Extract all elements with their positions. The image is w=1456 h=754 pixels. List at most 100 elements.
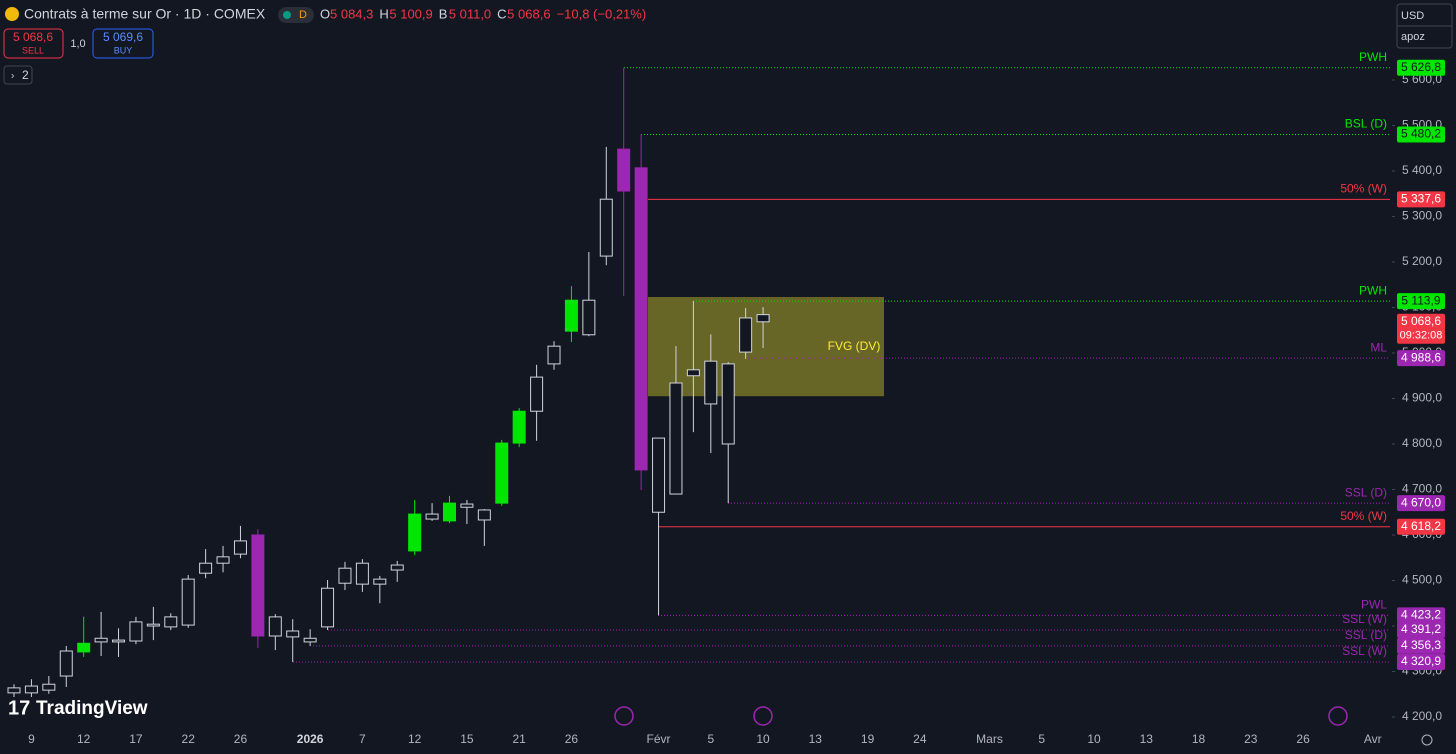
indicator-count: 2: [22, 68, 29, 82]
x-tick-label: 9: [28, 732, 35, 746]
candle-body: [94, 637, 108, 643]
event-icon[interactable]: [753, 706, 773, 726]
candle-body: [721, 363, 735, 445]
x-tick-label: 18: [1192, 732, 1206, 746]
price-tag-label: 4 391,2: [1401, 622, 1441, 636]
price-tag-label: 4 356,3: [1401, 638, 1441, 652]
candle-body: [146, 623, 160, 627]
price-tag-label: 5 480,2: [1401, 127, 1441, 141]
ohlc-value: 5 011,0: [449, 6, 491, 21]
y-tick-label: 5 400,0: [1402, 163, 1442, 177]
price-tag-label: 5 113,9: [1401, 293, 1440, 307]
buy-price: 5 069,6: [103, 30, 143, 44]
ohlc-value: 5 084,3: [330, 6, 373, 21]
price-tag: [1397, 607, 1445, 624]
toggle-arrow: ›: [11, 71, 14, 82]
candle-body: [477, 509, 491, 521]
candle-body: [373, 578, 387, 585]
candle-body: [669, 382, 683, 495]
candle-body: [164, 616, 178, 628]
level-label: PWL: [1361, 598, 1387, 612]
candle-body: [704, 360, 718, 405]
candle-body: [251, 534, 265, 637]
x-tick-label: 2026: [297, 732, 324, 746]
level-label: PWH: [1359, 283, 1387, 297]
sell-label: SELL: [22, 45, 44, 55]
y-tick-label: 5 300,0: [1402, 209, 1442, 223]
level-label: BSL (D): [1345, 117, 1387, 131]
last-price: 5 068,6: [1401, 314, 1441, 328]
candle-body: [582, 299, 596, 336]
price-tag: [1397, 495, 1445, 512]
event-icon[interactable]: [1328, 706, 1348, 726]
event-icon[interactable]: [614, 706, 634, 726]
candle-body: [756, 314, 770, 323]
candle-body: [408, 513, 422, 552]
x-tick-label: 21: [513, 732, 527, 746]
candle-body: [268, 616, 282, 637]
buy-button[interactable]: [92, 28, 154, 59]
x-tick-label: 12: [408, 732, 422, 746]
candle-body: [443, 502, 456, 522]
buy-label: BUY: [114, 45, 133, 55]
candle-body: [652, 437, 666, 513]
y-tick-label: 4 900,0: [1402, 391, 1442, 405]
sell-button[interactable]: [3, 28, 64, 59]
price-tag: [1397, 653, 1445, 670]
x-tick-label: 15: [460, 732, 474, 746]
candle-body: [739, 317, 753, 353]
y-tick-label: 5 200,0: [1402, 254, 1442, 268]
candle-body: [530, 376, 544, 412]
countdown: 09:32:08: [1400, 330, 1443, 342]
price-tag: [1397, 59, 1445, 76]
x-tick-label: 26: [565, 732, 579, 746]
status-dot: [283, 11, 291, 19]
ohlc-key: O: [320, 6, 330, 21]
price-tag-label: 5 337,6: [1401, 192, 1441, 206]
level-label: PWH: [1359, 50, 1387, 64]
indicator-toggle[interactable]: [3, 65, 33, 85]
price-tag-label: 4 423,2: [1401, 608, 1441, 622]
candle-body: [355, 562, 369, 585]
candle-body: [59, 650, 73, 677]
last-price-tag: [1397, 313, 1445, 344]
x-tick-label: Févr: [647, 732, 671, 746]
price-tag: [1397, 350, 1445, 367]
quantity: 1,0: [70, 38, 85, 50]
level-label: SSL (D): [1345, 485, 1387, 499]
price-tag-label: 4 670,0: [1401, 495, 1441, 509]
level-label: SSL (W): [1342, 612, 1387, 626]
candle-body: [286, 630, 300, 638]
price-tag: [1397, 518, 1445, 535]
y-tick-label: 4 800,0: [1402, 436, 1442, 450]
x-tick-label: 12: [77, 732, 91, 746]
fvg-zone: [648, 297, 884, 397]
x-tick-label: 7: [359, 732, 366, 746]
level-label: ML: [1370, 340, 1387, 354]
x-tick-label: 17: [129, 732, 143, 746]
x-tick-label: 13: [1140, 732, 1154, 746]
candle-body: [112, 639, 126, 643]
candle-body: [216, 556, 230, 564]
price-tag: [1397, 621, 1445, 638]
fvg-label: FVG (DV): [828, 339, 881, 353]
price-tag-label: 4 988,6: [1401, 350, 1441, 364]
x-tick-label: 23: [1244, 732, 1258, 746]
candle-body: [181, 578, 195, 626]
x-tick-label: 26: [234, 732, 248, 746]
ohlc-value: 5 100,9: [389, 6, 432, 21]
unit: apoz: [1401, 31, 1425, 43]
candle-body: [599, 198, 613, 257]
candle-body: [42, 683, 56, 691]
candle-body: [495, 442, 509, 504]
candle-body: [321, 587, 335, 628]
settings-icon[interactable]: [1421, 734, 1433, 746]
ohlc-key: C: [497, 6, 506, 21]
level-label: SSL (D): [1345, 628, 1387, 642]
candle-body: [77, 642, 91, 653]
ohlc-key: B: [439, 6, 448, 21]
candle-body: [617, 148, 631, 192]
brand: TradingView: [36, 698, 148, 719]
level-label: 50% (W): [1340, 509, 1387, 523]
